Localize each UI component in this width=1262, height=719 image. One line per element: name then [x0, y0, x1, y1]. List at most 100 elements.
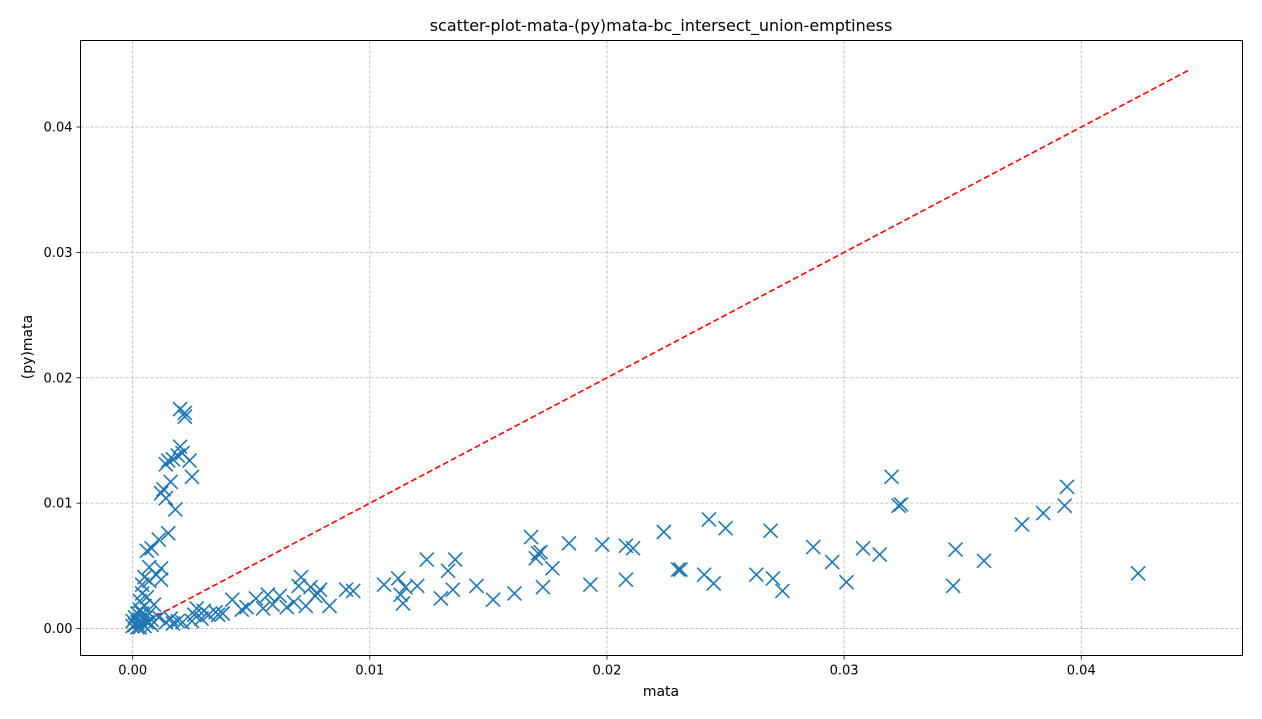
reference-line — [132, 69, 1189, 630]
scatter-point — [158, 490, 174, 506]
scatter-point — [146, 597, 162, 613]
scatter-point — [445, 582, 461, 598]
scatter-point — [763, 523, 779, 539]
scatter-point — [523, 529, 539, 545]
y-tick-label: 0.00 — [44, 622, 73, 637]
scatter-point — [419, 552, 435, 568]
scatter-point — [872, 547, 888, 563]
scatter-point — [625, 540, 641, 556]
y-axis-title: (py)mata — [20, 315, 36, 379]
scatter-point — [144, 540, 160, 556]
scatter-point — [485, 592, 501, 608]
scatter-point — [440, 563, 456, 579]
scatter-point — [976, 553, 992, 569]
scatter-point — [163, 474, 179, 490]
scatter-point — [170, 447, 186, 464]
scatter-point — [594, 536, 610, 553]
scatter-point — [393, 587, 409, 603]
scatter-point — [395, 595, 411, 612]
scatter-point — [945, 578, 961, 594]
scatter-point — [248, 590, 264, 607]
scatter-point — [855, 540, 871, 556]
scatter-point — [210, 607, 226, 623]
scatter-point — [286, 594, 302, 610]
scatter-point — [1035, 505, 1051, 521]
scatter-point — [409, 578, 425, 594]
scatter-point — [153, 572, 169, 588]
reference-line-group — [132, 69, 1189, 630]
scatter-point — [321, 598, 338, 614]
scatter-point — [528, 550, 544, 566]
scatter-point — [1059, 479, 1075, 495]
scatter-point — [656, 524, 672, 540]
scatter-point — [312, 582, 328, 598]
scatter-point — [177, 409, 193, 425]
scatter-point — [532, 544, 549, 560]
scatter-point — [506, 585, 523, 602]
scatter-point — [153, 560, 169, 576]
x-tick-label: 0.04 — [1067, 664, 1096, 679]
scatter-point — [132, 619, 148, 635]
scatter-point — [167, 501, 183, 517]
x-tick-label: 0.03 — [830, 664, 859, 679]
scatter-point — [561, 535, 577, 551]
plot-area-frame — [80, 40, 1243, 656]
scatter-point — [805, 539, 821, 555]
scatter-point — [255, 600, 271, 617]
scatter-point — [824, 554, 840, 570]
scatter-point — [151, 609, 167, 625]
scatter-point — [468, 578, 485, 594]
x-axis-title: mata — [643, 684, 679, 700]
scatter-point — [672, 562, 689, 578]
x-axis-ticks: 0.00 0.01 0.02 0.03 0.04 — [118, 655, 1096, 679]
scatter-point — [390, 570, 406, 586]
scatter-point — [310, 585, 326, 602]
scatter-point — [883, 469, 900, 485]
scatter-point — [260, 587, 276, 603]
scatter-point — [265, 597, 281, 613]
scatter-point — [1014, 516, 1030, 533]
scatter-point — [397, 579, 413, 595]
scatter-point — [582, 577, 598, 593]
y-tick-label: 0.01 — [44, 497, 73, 512]
scatter-point — [893, 496, 909, 512]
y-tick-label: 0.04 — [44, 121, 73, 136]
scatter-point — [376, 577, 392, 593]
scatter-point — [1130, 565, 1146, 581]
scatter-point — [618, 572, 634, 588]
y-tick-label: 0.03 — [44, 246, 73, 261]
scatter-point — [184, 469, 200, 485]
x-tick-label: 0.01 — [355, 664, 384, 679]
scatter-point — [139, 614, 155, 630]
scatter-point — [215, 605, 231, 622]
scatter-point — [1057, 498, 1073, 514]
scatter-point — [701, 511, 717, 528]
scatter-point — [774, 583, 791, 599]
scatter-point — [158, 456, 174, 472]
scatter-point — [717, 520, 734, 536]
x-tick-label: 0.00 — [118, 664, 147, 679]
x-tick-label: 0.02 — [592, 664, 621, 679]
scatter-point — [838, 574, 855, 590]
grid — [80, 40, 1243, 656]
scatter-point — [160, 452, 176, 469]
scatter-point — [182, 452, 198, 469]
y-axis-ticks: 0.00 0.01 0.02 0.03 0.04 — [44, 121, 81, 637]
scatter-point — [706, 575, 722, 591]
scatter-point — [234, 602, 250, 618]
chart-title: scatter-plot-mata-(py)mata-bc_intersect_… — [430, 16, 893, 36]
scatter-point — [535, 579, 551, 595]
scatter-point — [947, 541, 964, 558]
scatter-point — [291, 578, 307, 594]
scatter-point — [279, 599, 295, 615]
scatter-point — [151, 531, 167, 548]
scatter-point — [433, 590, 449, 607]
scatter-point — [177, 405, 193, 421]
scatter-point — [748, 567, 764, 583]
scatter-point — [160, 525, 176, 541]
scatter-point — [544, 560, 560, 576]
scatter-point — [170, 613, 186, 629]
scatter-point — [345, 583, 361, 599]
